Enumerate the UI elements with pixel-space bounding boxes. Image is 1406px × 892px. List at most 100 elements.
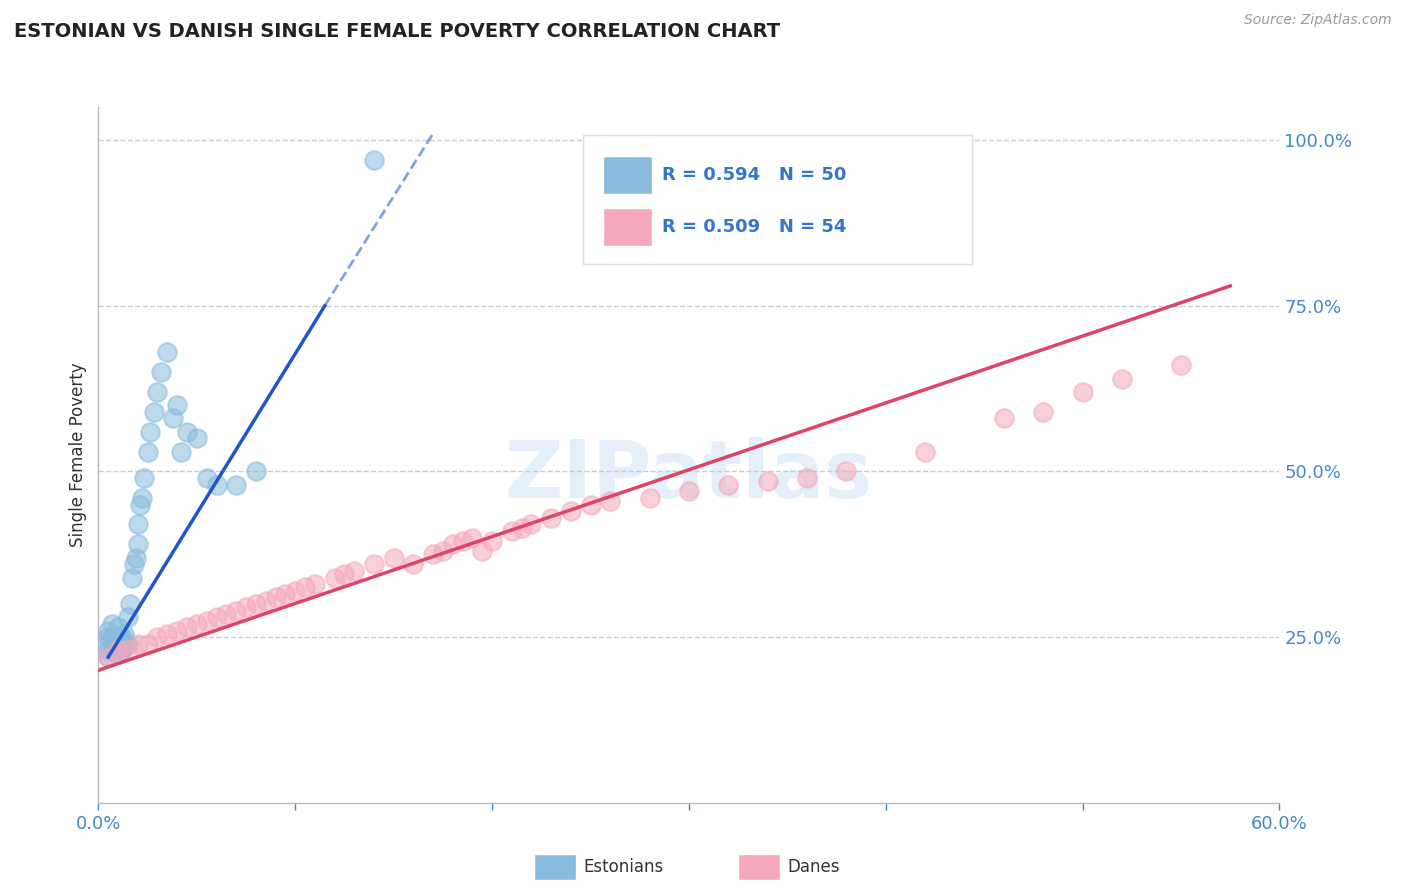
Point	[170, 444, 193, 458]
Point	[97, 650, 120, 665]
FancyBboxPatch shape	[582, 135, 973, 263]
Point	[103, 643, 125, 657]
Y-axis label: Single Female Poverty: Single Female Poverty	[69, 363, 87, 547]
Point	[195, 471, 218, 485]
Text: Source: ZipAtlas.com: Source: ZipAtlas.com	[1244, 13, 1392, 28]
Point	[101, 616, 124, 631]
Point	[245, 465, 267, 479]
Point	[225, 604, 247, 618]
Point	[97, 630, 120, 644]
Point	[127, 637, 149, 651]
Point	[195, 614, 218, 628]
Point	[254, 593, 277, 607]
Point	[1111, 372, 1133, 386]
Point	[107, 647, 129, 661]
Point	[108, 630, 131, 644]
Point	[107, 633, 129, 648]
Point	[441, 537, 464, 551]
Point	[166, 398, 188, 412]
Point	[103, 630, 125, 644]
Point	[107, 640, 129, 654]
Point	[678, 484, 700, 499]
Point	[146, 630, 169, 644]
Point	[363, 153, 385, 167]
Point	[451, 534, 474, 549]
Point	[111, 630, 134, 644]
Point	[105, 633, 128, 648]
Point	[1170, 359, 1192, 373]
Point	[118, 597, 141, 611]
Point	[560, 504, 582, 518]
Point	[225, 477, 247, 491]
Point	[176, 425, 198, 439]
Point	[146, 384, 169, 399]
Point	[111, 643, 134, 657]
Point	[156, 627, 179, 641]
Point	[215, 607, 238, 621]
Point	[112, 627, 135, 641]
Point	[142, 405, 165, 419]
Point	[756, 475, 779, 489]
Point	[166, 624, 188, 638]
Point	[186, 616, 208, 631]
Point	[205, 610, 228, 624]
Text: ESTONIAN VS DANISH SINGLE FEMALE POVERTY CORRELATION CHART: ESTONIAN VS DANISH SINGLE FEMALE POVERTY…	[14, 22, 780, 41]
Point	[796, 471, 818, 485]
Point	[294, 581, 316, 595]
Point	[136, 444, 159, 458]
Point	[363, 558, 385, 572]
Point	[117, 637, 139, 651]
Point	[122, 558, 145, 572]
Point	[510, 521, 533, 535]
Point	[432, 544, 454, 558]
Point	[579, 498, 602, 512]
Point	[97, 650, 120, 665]
Point	[717, 477, 740, 491]
FancyBboxPatch shape	[603, 208, 652, 246]
Point	[264, 591, 287, 605]
Point	[97, 643, 120, 657]
Point	[138, 425, 160, 439]
Point	[107, 643, 129, 657]
Point	[132, 471, 155, 485]
Point	[101, 643, 124, 657]
Point	[105, 643, 128, 657]
Point	[638, 491, 661, 505]
Point	[205, 477, 228, 491]
Point	[1071, 384, 1094, 399]
Point	[245, 597, 267, 611]
Point	[471, 544, 494, 558]
Point	[323, 570, 346, 584]
Point	[304, 577, 326, 591]
Point	[343, 564, 366, 578]
Point	[402, 558, 425, 572]
Point	[835, 465, 858, 479]
Point	[127, 517, 149, 532]
Point	[599, 494, 621, 508]
Text: Estonians: Estonians	[583, 858, 664, 876]
Point	[112, 640, 135, 654]
Point	[540, 511, 562, 525]
Point	[131, 491, 153, 505]
Point	[235, 600, 257, 615]
Text: R = 0.509   N = 54: R = 0.509 N = 54	[662, 218, 846, 235]
Point	[150, 365, 173, 379]
Point	[117, 643, 139, 657]
Point	[125, 550, 148, 565]
Point	[284, 583, 307, 598]
Point	[128, 498, 150, 512]
Point	[156, 345, 179, 359]
Point	[520, 517, 543, 532]
Point	[382, 550, 405, 565]
Point	[176, 620, 198, 634]
Text: ZIPatlas: ZIPatlas	[505, 437, 873, 515]
Point	[97, 637, 120, 651]
Point	[107, 620, 129, 634]
Point	[993, 411, 1015, 425]
Point	[108, 643, 131, 657]
Point	[117, 610, 139, 624]
Point	[121, 570, 143, 584]
Point	[274, 587, 297, 601]
Point	[914, 444, 936, 458]
Text: R = 0.594   N = 50: R = 0.594 N = 50	[662, 166, 846, 184]
